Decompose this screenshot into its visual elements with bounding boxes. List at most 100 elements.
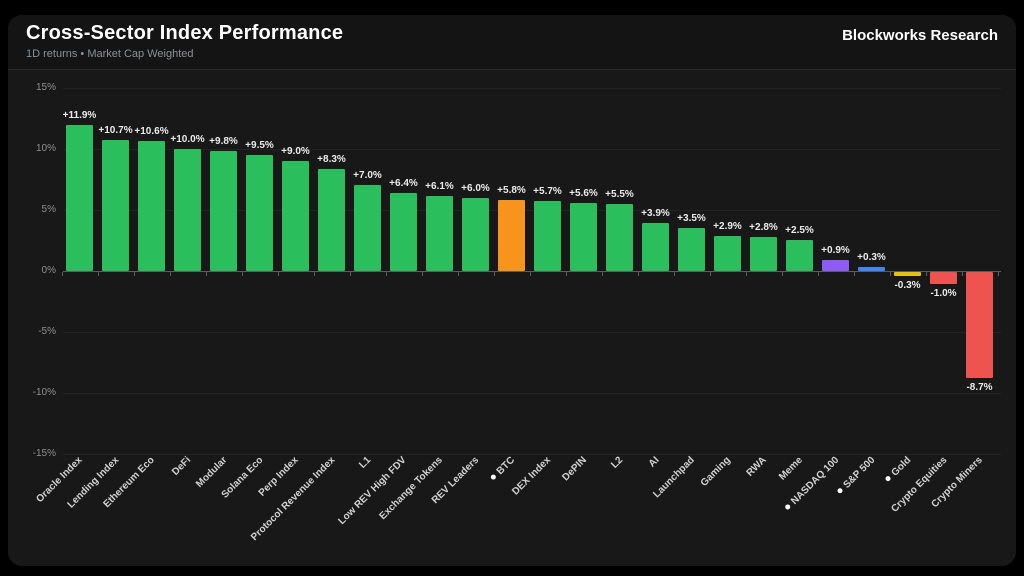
bar-nasdaq-100[interactable] (822, 259, 849, 271)
bar-crypto-miners[interactable] (966, 272, 993, 379)
x-axis-tick (925, 272, 927, 276)
bar-modular[interactable] (210, 151, 237, 271)
bar-gold[interactable] (894, 272, 921, 276)
bar-value-label: +5.8% (497, 185, 526, 197)
x-axis-tick (709, 272, 711, 276)
x-axis-tick (385, 272, 387, 276)
bar-value-label: +9.5% (245, 139, 274, 151)
benchmark-dot-icon (489, 473, 497, 481)
x-axis-tick (529, 272, 531, 276)
x-axis-category-label: Gaming (698, 454, 734, 489)
x-axis-category-label: Gold (883, 455, 914, 486)
y-axis-tick-label: 15% (35, 81, 56, 93)
benchmark-dot-icon (884, 475, 892, 483)
bar-gaming[interactable] (714, 235, 741, 271)
bar-value-label: +6.1% (425, 181, 454, 193)
bar-solana-eco[interactable] (246, 154, 273, 271)
x-axis-tick (277, 272, 279, 276)
brand-logo-text: Blockworks Research (842, 27, 998, 44)
bar-value-label: +9.8% (209, 136, 238, 148)
x-axis-tick (817, 272, 819, 276)
bar-value-label: +10.6% (134, 126, 169, 138)
bar-value-label: +10.7% (98, 125, 133, 137)
x-axis-tick (241, 272, 243, 276)
benchmark-dot-icon (783, 503, 791, 511)
gridline (63, 148, 1001, 150)
bar-value-label: +3.5% (677, 213, 706, 225)
x-axis-tick (889, 272, 891, 276)
y-axis-tick-label: -15% (32, 448, 56, 460)
x-axis-tick (313, 272, 315, 276)
y-axis-tick-label: -5% (38, 326, 56, 338)
x-axis-category-label: DeFi (169, 454, 194, 478)
x-axis-category-label: L2 (609, 454, 626, 471)
bar-depin[interactable] (570, 202, 597, 271)
bar-rwa[interactable] (750, 236, 777, 271)
bar-lending-index[interactable] (102, 140, 129, 271)
bar-dex-index[interactable] (534, 201, 561, 271)
bar-value-label: +2.5% (785, 225, 814, 237)
gridline (63, 454, 1001, 456)
bar-value-label: -8.7% (966, 382, 993, 394)
benchmark-dot-icon (836, 487, 844, 495)
bar-l1[interactable] (354, 185, 381, 271)
bar-oracle-index[interactable] (66, 125, 93, 271)
bar-value-label: +5.5% (605, 188, 634, 200)
x-axis-category-label: RWA (744, 454, 770, 479)
y-axis-tick-label: 0% (41, 265, 56, 276)
x-axis-category-label: Meme (777, 454, 806, 483)
bar-btc[interactable] (498, 200, 525, 271)
x-axis-tick (997, 272, 999, 276)
bar-launchpad[interactable] (678, 228, 705, 271)
y-axis-tick-label: 5% (41, 203, 56, 215)
bar-rev-leaders[interactable] (462, 197, 489, 271)
chart-header: Cross-Sector Index Performance 1D return… (8, 15, 1016, 70)
bar-value-label: +6.0% (461, 182, 490, 194)
x-axis-category-label: DePIN (560, 454, 590, 484)
bar-ethereum-eco[interactable] (138, 141, 165, 271)
bar-ai[interactable] (642, 223, 669, 271)
x-axis-tick (781, 272, 783, 276)
y-axis-tick-label: -10% (32, 387, 56, 399)
x-axis-tick (133, 272, 135, 276)
bar-chart-plot: 15% 10% 5% 0% -5% -10% -15% +11.9% Oracle Index +… (8, 70, 1016, 566)
bar-value-label: -1.0% (930, 288, 957, 300)
bar-value-label: +0.9% (821, 244, 850, 256)
x-axis-tick (457, 272, 459, 276)
bar-value-label: +9.0% (281, 145, 310, 157)
bar-value-label: +10.0% (170, 133, 205, 145)
x-axis-tick (961, 272, 963, 276)
x-axis-tick (745, 272, 747, 276)
x-axis-tick (205, 272, 207, 276)
bar-value-label: +7.0% (353, 170, 382, 182)
chart-title: Cross-Sector Index Performance (26, 22, 344, 44)
bar-exchange-tokens[interactable] (426, 196, 453, 271)
x-axis-category-label: Exchange Tokens (377, 454, 446, 523)
bar-meme[interactable] (786, 240, 813, 271)
x-axis-tick (169, 272, 171, 276)
chart-subtitle: 1D returns • Market Cap Weighted (26, 48, 194, 60)
bar-perp-index[interactable] (282, 160, 309, 271)
x-axis-tick (97, 272, 99, 276)
x-axis-tick (565, 272, 567, 276)
bar-value-label: +3.9% (641, 208, 670, 220)
x-axis-tick (637, 272, 639, 276)
bar-value-label: +2.9% (713, 220, 742, 232)
x-axis-category-label: BTC (488, 455, 517, 484)
bar-value-label: +11.9% (62, 110, 97, 122)
bar-l2[interactable] (606, 203, 633, 271)
gridline (63, 393, 1001, 395)
bar-defi[interactable] (174, 148, 201, 271)
bar-value-label: +8.3% (317, 154, 346, 166)
x-axis-tick (421, 272, 423, 276)
bar-crypto-equities[interactable] (930, 272, 957, 285)
x-axis-tick (349, 272, 351, 276)
y-axis-tick-label: 10% (35, 142, 56, 154)
bar-low-rev-high-fdv[interactable] (390, 192, 417, 271)
x-axis-category-label: AI (646, 454, 662, 470)
bar-value-label: -0.3% (894, 279, 921, 291)
bar-protocol-revenue-index[interactable] (318, 169, 345, 271)
bar-value-label: +0.3% (857, 252, 886, 264)
bar-s-p-500[interactable] (858, 267, 885, 271)
bar-value-label: +5.7% (533, 186, 562, 198)
